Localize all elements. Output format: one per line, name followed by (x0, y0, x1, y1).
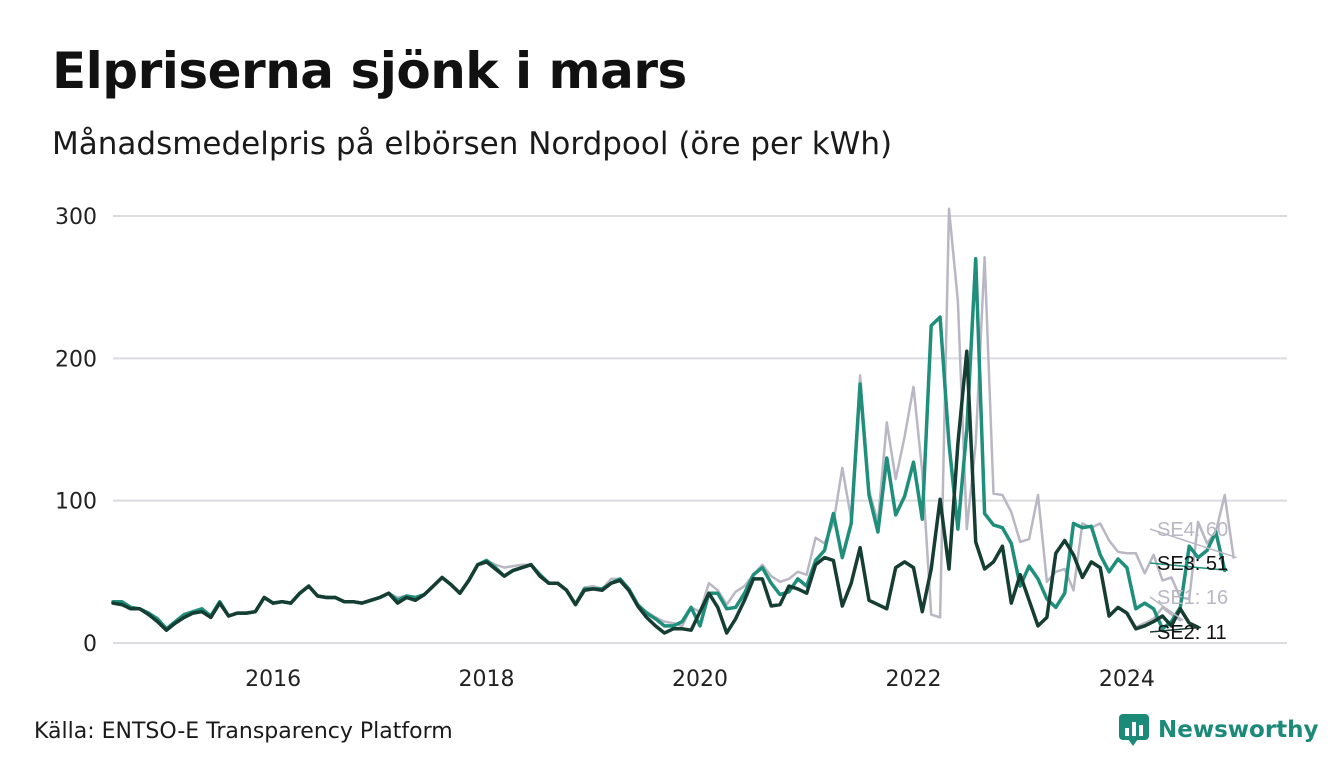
y-tick-label: 300 (55, 205, 97, 230)
leader-line-se1 (1149, 596, 1184, 621)
end-label-se2: SE2: 11 (1157, 622, 1227, 644)
end-label-se3: SE3: 51 (1157, 553, 1228, 575)
end-label-se4: SE4: 60 (1157, 519, 1228, 541)
source-note: Källa: ENTSO-E Transparency Platform (34, 719, 453, 744)
series-line-se4 (111, 207, 1235, 631)
chart-subtitle: Månadsmedelpris på elbörsen Nordpool (ör… (52, 126, 893, 162)
brand-name: Newsworthy (1158, 717, 1319, 743)
y-tick-label: 100 (55, 490, 97, 515)
y-tick-label: 200 (55, 347, 97, 372)
gridlines (113, 215, 1287, 644)
leader-line-se2 (1149, 626, 1202, 633)
x-tick-label: 2018 (459, 667, 515, 692)
y-tick-label: 0 (83, 632, 97, 657)
leader-line-se3 (1149, 562, 1228, 572)
end-label-se1: SE1: 16 (1157, 587, 1228, 609)
x-tick-label: 2022 (885, 667, 941, 692)
series-lines (111, 207, 1235, 635)
series-line-se2 (111, 349, 1200, 635)
leader-line-se4 (1149, 528, 1237, 559)
x-tick-label: 2020 (672, 667, 728, 692)
chart-title: Elpriserna sjönk i mars (52, 42, 687, 100)
x-tick-label: 2016 (245, 667, 301, 692)
series-line-se1 (111, 349, 1182, 635)
newsworthy-logo[interactable]: Newsworthy (1118, 713, 1319, 747)
series-line-se3 (111, 256, 1227, 631)
x-axis-tick-labels: 2016 2018 2020 2022 2024 (245, 667, 1155, 692)
x-tick-label: 2024 (1099, 667, 1155, 692)
bar-chart-speech-icon (1119, 714, 1149, 746)
end-labels: SE4: 60 SE3: 51 SE1: 16 SE2: 11 (1149, 519, 1237, 644)
y-axis-tick-labels: 0 100 200 300 (55, 205, 97, 657)
